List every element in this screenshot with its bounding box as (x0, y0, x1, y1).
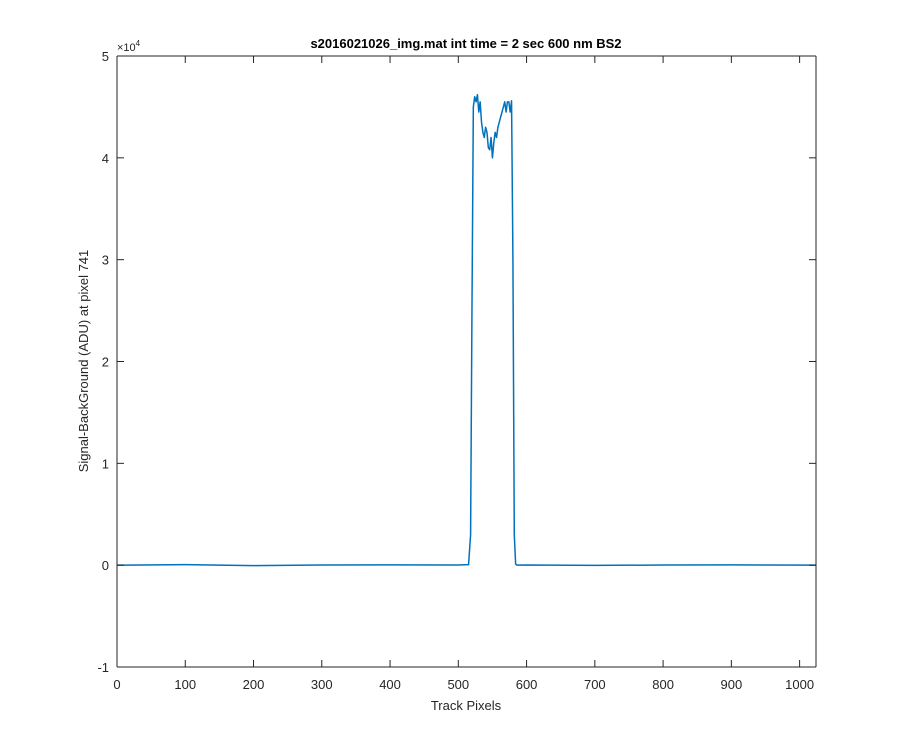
x-tick-label: 100 (174, 677, 196, 692)
y-ticks: -1 0 1 2 3 4 5 (97, 49, 816, 675)
x-ticks: 0 100 200 300 400 500 600 700 800 900 1000 (113, 56, 814, 692)
x-axis-label: Track Pixels (431, 698, 502, 713)
x-tick-label: 1000 (785, 677, 814, 692)
y-tick-label: 0 (102, 558, 109, 573)
y-tick-label: 1 (102, 456, 109, 471)
x-tick-label: 300 (311, 677, 333, 692)
y-tick-label: 4 (102, 151, 109, 166)
x-tick-label: 0 (113, 677, 120, 692)
y-exponent-power: 4 (136, 39, 141, 48)
y-tick-label: 2 (102, 355, 109, 370)
y-tick-label: -1 (97, 660, 109, 675)
series-line (116, 93, 817, 567)
plot-area (117, 56, 816, 667)
x-tick-label: 600 (516, 677, 538, 692)
x-tick-label: 400 (379, 677, 401, 692)
x-tick-label: 700 (584, 677, 606, 692)
x-tick-label: 500 (447, 677, 469, 692)
series-layer (116, 93, 817, 567)
x-tick-label: 900 (721, 677, 743, 692)
x-tick-label: 800 (652, 677, 674, 692)
y-tick-label: 3 (102, 253, 109, 268)
chart-title: s2016021026_img.mat int time = 2 sec 600… (310, 36, 621, 51)
y-axis-label: Signal-BackGround (ADU) at pixel 741 (76, 250, 91, 473)
y-exponent-base: ×10 (117, 42, 136, 54)
y-exponent-label: ×104 (117, 39, 141, 54)
x-tick-label: 200 (243, 677, 265, 692)
y-tick-label: 5 (102, 49, 109, 64)
